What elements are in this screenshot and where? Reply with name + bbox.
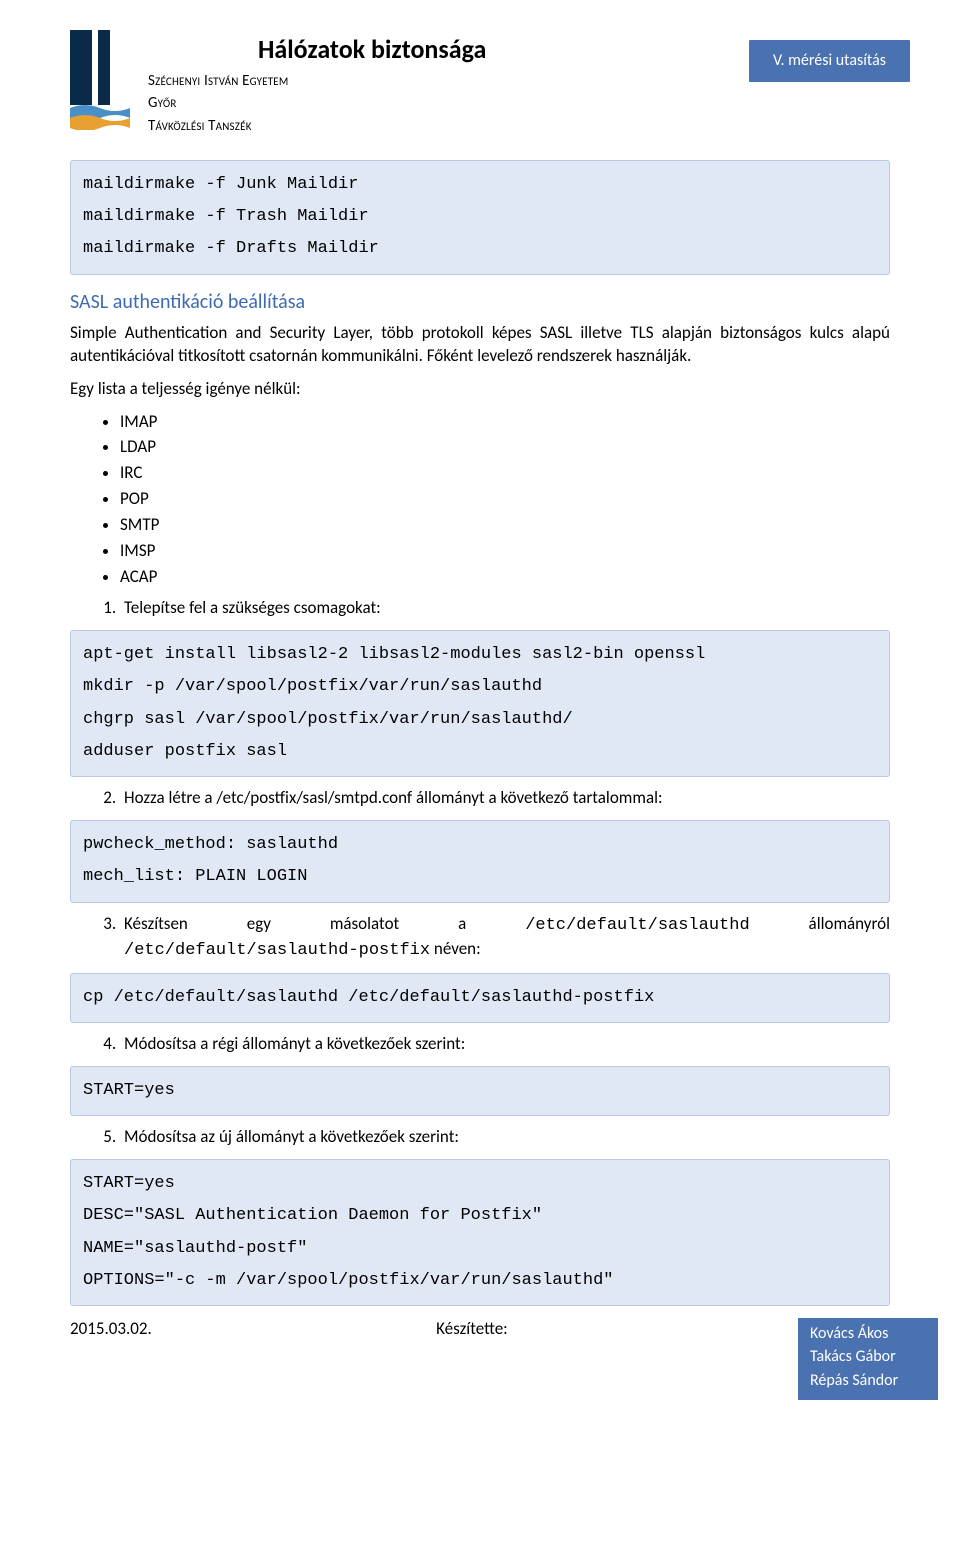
step3-text: Készítsen (124, 913, 188, 934)
protocol-list: IMAP LDAP IRC POP SMTP IMSP ACAP (120, 411, 890, 590)
step-list-5: Módosítsa az új állományt a következőek … (120, 1126, 890, 1149)
list-item: POP (120, 488, 890, 511)
page-header: Hálózatok biztonsága Széchenyi István Eg… (70, 30, 890, 138)
author-name: Répás Sándor (810, 1369, 926, 1392)
step3-text: egy (247, 913, 271, 934)
step-3: Készítsen egy másolatot a /etc/default/s… (120, 913, 890, 963)
footer-authors: Kovács Ákos Takács Gábor Répás Sándor (798, 1318, 938, 1400)
department-name: Távközlési Tanszék (148, 116, 890, 136)
author-name: Takács Gábor (810, 1345, 926, 1368)
author-name: Kovács Ákos (810, 1322, 926, 1345)
code-block-cp: cp /etc/default/saslauthd /etc/default/s… (70, 973, 890, 1023)
page-footer: 2015.03.02. Készítette: Kovács Ákos Taká… (70, 1318, 890, 1400)
list-item: IRC (120, 462, 890, 485)
step-2: Hozza létre a /etc/postfix/sasl/smtpd.co… (120, 787, 890, 810)
step3-text: másolatot (330, 913, 399, 934)
university-logo (70, 30, 130, 130)
code-block-maildirmake: maildirmake -f Junk Maildir maildirmake … (70, 160, 890, 275)
code-block-aptget: apt-get install libsasl2-2 libsasl2-modu… (70, 630, 890, 777)
step-list-1: Telepítse fel a szükséges csomagokat: (120, 597, 890, 620)
code-block-start2: START=yes DESC="SASL Authentication Daem… (70, 1159, 890, 1306)
step-4: Módosítsa a régi állományt a következőek… (120, 1033, 890, 1056)
code-block-start1: START=yes (70, 1066, 890, 1116)
step-list-3: Készítsen egy másolatot a /etc/default/s… (120, 913, 890, 963)
footer-madeby-label: Készítette: (436, 1318, 514, 1341)
list-item: LDAP (120, 436, 890, 459)
list-item: SMTP (120, 514, 890, 537)
city-name: Győr (148, 93, 890, 113)
section-title-sasl: SASL authentikáció beállítása (70, 289, 890, 316)
footer-date: 2015.03.02. (70, 1318, 152, 1341)
sasl-description: Simple Authentication and Security Layer… (70, 322, 890, 368)
step3-text: állományról (809, 913, 890, 934)
list-intro: Egy lista a teljesség igénye nélkül: (70, 378, 890, 401)
code-block-pwcheck: pwcheck_method: saslauthd mech_list: PLA… (70, 820, 890, 903)
document-badge: V. mérési utasítás (749, 40, 910, 82)
list-item: IMSP (120, 540, 890, 563)
step3-text: a (458, 913, 466, 934)
step3-path2: /etc/default/saslauthd-postfix (124, 941, 430, 960)
step3-path: /etc/default/saslauthd (525, 916, 749, 935)
step-list-2: Hozza létre a /etc/postfix/sasl/smtpd.co… (120, 787, 890, 810)
step-1: Telepítse fel a szükséges csomagokat: (120, 597, 890, 620)
step-5: Módosítsa az új állományt a következőek … (120, 1126, 890, 1149)
step-list-4: Módosítsa a régi állományt a következőek… (120, 1033, 890, 1056)
list-item: IMAP (120, 411, 890, 434)
list-item: ACAP (120, 566, 890, 589)
step3-text: néven: (430, 938, 481, 959)
